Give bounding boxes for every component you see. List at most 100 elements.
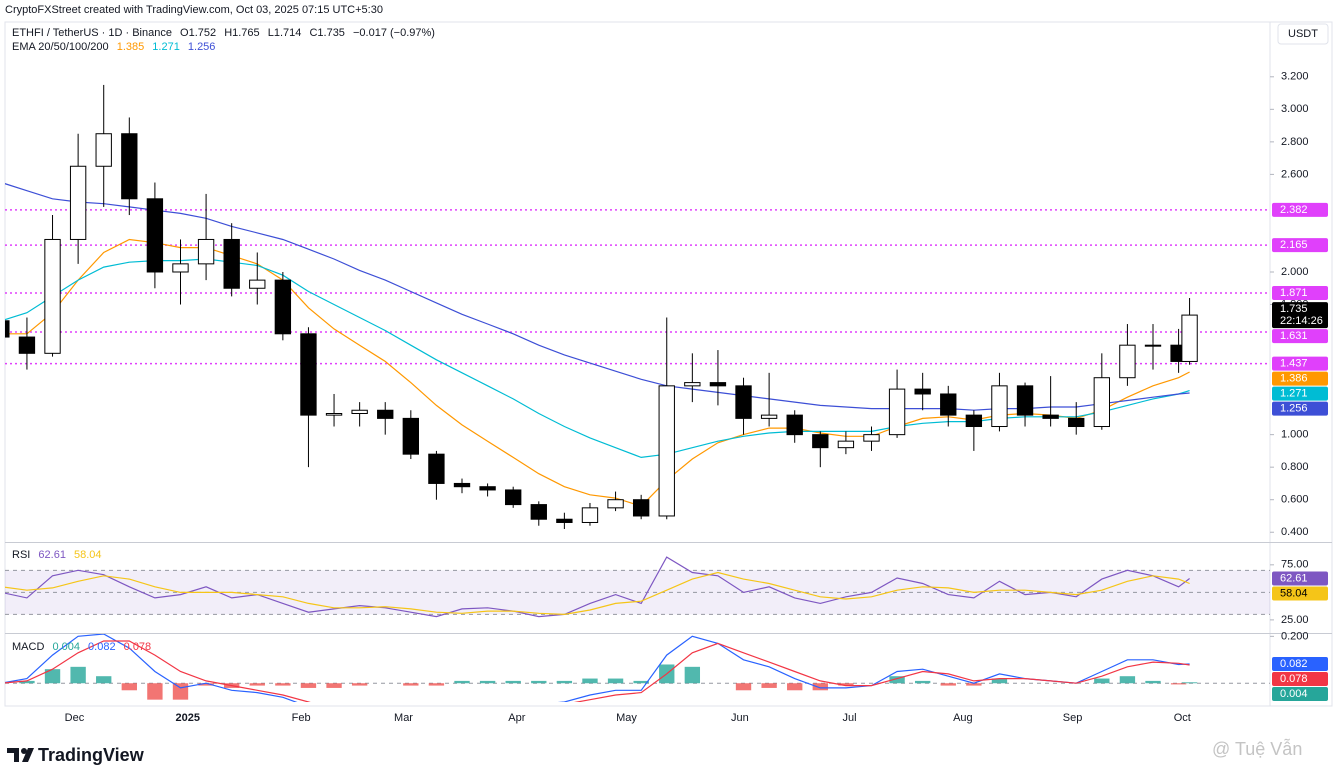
axis-label: 0.004	[1280, 688, 1308, 700]
histogram-bar	[582, 678, 598, 684]
candle-body	[709, 382, 727, 387]
histogram-bar	[684, 666, 701, 684]
axis-label: 58.04	[1280, 587, 1308, 599]
header: CryptoFXStreet created with TradingView.…	[5, 4, 383, 16]
histogram-bar	[787, 683, 803, 691]
y-tick-label: 0.600	[1281, 494, 1309, 506]
y-tick-label: 3.000	[1281, 103, 1309, 115]
candle-body	[197, 238, 215, 265]
legend-value: 0.082	[88, 641, 116, 653]
axis-label: 1.437	[1280, 357, 1308, 369]
ohlc: O1.752	[180, 27, 217, 39]
axis-label: 2.382	[1280, 204, 1308, 216]
x-tick-label: Dec	[65, 712, 85, 724]
candle-body	[1068, 417, 1085, 428]
axis-label-box	[1272, 302, 1328, 329]
legend-value: 1.385	[116, 41, 145, 53]
candle-body	[632, 499, 650, 517]
histogram-bar	[914, 680, 931, 684]
currency-box	[1277, 23, 1329, 45]
candle-body	[377, 409, 394, 419]
x-tick-label: Aug	[953, 712, 973, 724]
y-tick-label: 75.00	[1281, 559, 1309, 571]
histogram-bar	[556, 680, 573, 684]
axis-label: 1.386	[1280, 372, 1308, 384]
candle-body	[453, 482, 471, 488]
macd-legend: MACD 0.004 0.082 0.078	[12, 641, 156, 653]
histogram-bar	[121, 683, 137, 691]
axis-label-box	[1272, 571, 1328, 586]
candle-body	[69, 165, 87, 240]
axis-label: 1.631	[1280, 330, 1308, 342]
x-tick-label: Jun	[731, 712, 749, 724]
legend-value: 58.04	[74, 549, 102, 561]
candle-body	[44, 238, 61, 354]
histogram-bar	[889, 676, 905, 684]
axis-label-box	[1272, 202, 1328, 217]
histogram-bar	[991, 678, 1008, 684]
candle-body	[812, 434, 829, 449]
candle-body	[1144, 344, 1162, 347]
histogram-bar	[172, 683, 189, 700]
axis-label: 2.165	[1280, 239, 1308, 251]
y-tick-label: 0.400	[1281, 526, 1309, 538]
axis-label-box	[1272, 672, 1328, 687]
series-line	[5, 556, 1190, 618]
candle-body	[607, 499, 624, 509]
candle-body	[18, 336, 36, 354]
candle-body	[991, 385, 1008, 428]
histogram-bar	[1181, 682, 1198, 684]
rsi-pane	[5, 556, 1270, 618]
histogram-bar	[633, 680, 649, 684]
candle-body	[249, 279, 266, 289]
candle-body	[300, 333, 317, 416]
ohlc: L1.714	[267, 27, 302, 39]
axis-label-box	[1272, 401, 1328, 416]
histogram-bar	[479, 680, 496, 684]
y-tick-label: 25.00	[1281, 614, 1309, 626]
x-tick-label: Mar	[394, 712, 413, 724]
candle-body	[121, 133, 138, 200]
histogram-bar	[19, 680, 35, 684]
axis-label-box	[1272, 329, 1328, 344]
axis-label-box	[1272, 371, 1328, 386]
histogram-bar	[1145, 680, 1161, 684]
change: −0.017 (−0.97%)	[353, 27, 435, 39]
axis-label-box	[1272, 687, 1328, 702]
histogram-bar	[838, 683, 854, 686]
axis-label-box	[1272, 657, 1328, 672]
histogram-bar	[1170, 683, 1187, 685]
axis-label: 22:14:26	[1280, 315, 1323, 327]
y-tick-label: 0.800	[1281, 461, 1309, 473]
candle-body	[940, 393, 957, 416]
y-tick-label: 2.800	[1281, 136, 1309, 148]
histogram-bar	[249, 683, 265, 686]
candle-body	[1042, 414, 1059, 419]
x-tick-label: Feb	[292, 712, 311, 724]
axis-label-box	[1272, 238, 1328, 253]
ohlc: H1.765	[224, 27, 260, 39]
indicator: MACD	[12, 641, 45, 653]
x-tick-label: Jul	[843, 712, 857, 724]
brand-logo	[7, 748, 34, 762]
legend-value: 1.256	[187, 41, 216, 53]
price-pane	[5, 84, 1270, 529]
histogram-bar	[351, 683, 368, 686]
x-tick-label: May	[616, 712, 637, 724]
macd-pane	[5, 634, 1270, 702]
histogram-bar	[1094, 678, 1110, 684]
histogram-bar	[454, 680, 470, 684]
candle-body	[735, 385, 752, 419]
histogram-bar	[198, 683, 214, 686]
symbol: ETHFI / TetherUS · 1D · Binance	[12, 27, 172, 39]
candle-body	[1016, 385, 1034, 416]
ema-legend: EMA 20/50/100/200 1.385 1.271 1.256	[12, 41, 220, 53]
histogram-bar	[44, 669, 61, 684]
axis-label-box	[1272, 285, 1328, 300]
candle-body	[1181, 314, 1198, 362]
candle-body	[1119, 344, 1136, 379]
histogram-bar	[735, 683, 752, 691]
candle-body	[658, 385, 675, 517]
y-tick-label: 1.000	[1281, 429, 1309, 441]
